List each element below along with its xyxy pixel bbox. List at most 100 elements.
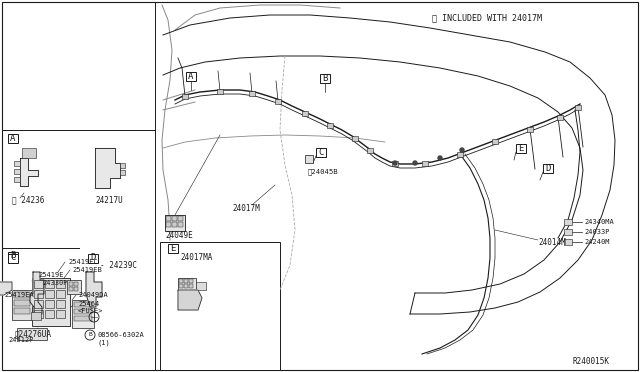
Text: ※24276UA: ※24276UA: [15, 330, 52, 339]
Bar: [56, 310, 65, 318]
Text: 24014M: 24014M: [538, 237, 566, 247]
Bar: [34, 310, 43, 318]
Bar: [564, 239, 572, 245]
Text: A: A: [188, 71, 194, 80]
Bar: [189, 279, 193, 283]
Bar: [305, 155, 313, 163]
Bar: [166, 222, 171, 227]
Text: B: B: [323, 74, 328, 83]
Bar: [17, 328, 47, 340]
Bar: [31, 312, 41, 320]
Bar: [166, 216, 171, 221]
Bar: [275, 99, 281, 104]
Text: B: B: [88, 333, 92, 337]
Bar: [327, 123, 333, 128]
Bar: [184, 284, 188, 288]
Bar: [392, 161, 398, 166]
Text: 24240M: 24240M: [584, 239, 609, 245]
Bar: [179, 284, 183, 288]
Bar: [302, 111, 308, 116]
Polygon shape: [0, 282, 12, 295]
Bar: [74, 282, 78, 286]
Text: D: D: [90, 253, 96, 263]
Bar: [14, 161, 20, 166]
Polygon shape: [20, 158, 38, 186]
Polygon shape: [95, 148, 120, 188]
Bar: [45, 310, 54, 318]
Bar: [316, 148, 326, 157]
Bar: [74, 309, 92, 314]
Bar: [45, 280, 54, 288]
Bar: [80, 248, 155, 370]
Bar: [557, 115, 563, 120]
Text: 24033P: 24033P: [584, 229, 609, 235]
Text: D: D: [545, 164, 550, 173]
Bar: [74, 302, 92, 307]
Text: 24217U: 24217U: [95, 196, 123, 205]
Bar: [184, 279, 188, 283]
Circle shape: [460, 148, 464, 152]
Bar: [56, 290, 65, 298]
Text: 25419E: 25419E: [38, 272, 63, 278]
Bar: [182, 94, 188, 99]
Bar: [8, 253, 18, 263]
Bar: [72, 300, 94, 328]
Text: 08566-6302A: 08566-6302A: [97, 332, 144, 338]
Text: 24330P: 24330P: [42, 280, 67, 286]
Bar: [492, 139, 498, 144]
Bar: [564, 229, 572, 235]
Text: E: E: [170, 244, 176, 253]
Bar: [178, 222, 183, 227]
Bar: [74, 316, 92, 321]
Bar: [217, 89, 223, 94]
Bar: [179, 279, 183, 283]
Bar: [120, 170, 125, 175]
Bar: [196, 282, 206, 290]
Bar: [422, 161, 428, 166]
Bar: [543, 164, 553, 173]
Circle shape: [413, 161, 417, 165]
Text: R240015K: R240015K: [573, 357, 610, 366]
Polygon shape: [178, 290, 202, 310]
Bar: [178, 216, 183, 221]
Text: 24017MA: 24017MA: [180, 253, 212, 263]
Text: C: C: [318, 148, 324, 157]
Bar: [120, 163, 125, 168]
Text: ※ 24236: ※ 24236: [12, 196, 44, 205]
Bar: [34, 280, 43, 288]
Bar: [14, 300, 30, 306]
Bar: [88, 253, 98, 263]
Bar: [32, 278, 70, 326]
Text: 25419EC: 25419EC: [68, 259, 98, 265]
Bar: [12, 290, 32, 320]
Text: C: C: [10, 253, 16, 263]
Circle shape: [393, 161, 397, 165]
Bar: [249, 91, 255, 96]
Bar: [14, 169, 20, 174]
Bar: [14, 292, 30, 298]
Bar: [516, 144, 526, 153]
Bar: [8, 134, 18, 142]
Bar: [320, 74, 330, 83]
Bar: [69, 282, 73, 286]
Bar: [34, 290, 43, 298]
Circle shape: [438, 156, 442, 160]
Text: - 24239C: - 24239C: [100, 260, 137, 269]
Bar: [457, 152, 463, 157]
Bar: [56, 280, 65, 288]
Bar: [527, 127, 533, 132]
Bar: [34, 300, 43, 308]
Text: 24049DA: 24049DA: [78, 292, 108, 298]
Bar: [160, 242, 280, 370]
Bar: [186, 71, 196, 80]
Polygon shape: [86, 272, 102, 307]
Bar: [575, 105, 581, 110]
Text: A: A: [10, 134, 16, 142]
Text: 24312P: 24312P: [8, 337, 33, 343]
Text: E: E: [518, 144, 524, 153]
Text: ※ INCLUDED WITH 24017M: ※ INCLUDED WITH 24017M: [432, 13, 542, 22]
Text: B: B: [10, 251, 16, 260]
Bar: [172, 222, 177, 227]
Text: ※24045B: ※24045B: [308, 169, 339, 175]
Text: 24017M: 24017M: [232, 203, 260, 212]
